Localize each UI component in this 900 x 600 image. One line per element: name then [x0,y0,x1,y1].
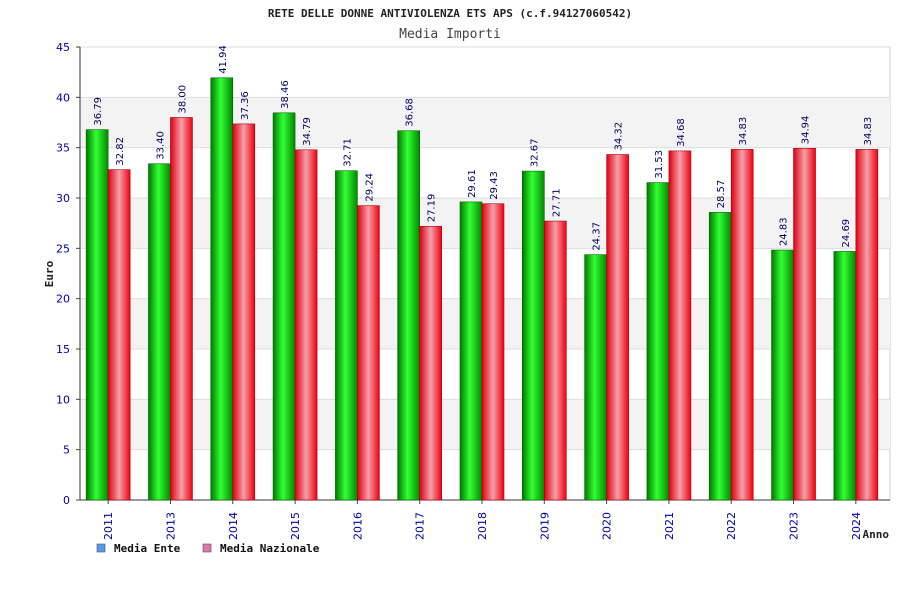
data-label-media-ente: 24.37 [592,222,603,251]
data-label-media-nazionale: 29.24 [364,173,375,202]
y-tick-label: 15 [56,343,70,356]
bar-media-nazionale [481,203,505,501]
x-tick-label: 2013 [164,512,177,540]
data-label-media-nazionale: 27.71 [551,188,562,217]
bar-media-nazionale [357,205,380,501]
x-axis-ticks: 2011 2013 2014 2015 2016 2017 2018 2019 2020 2021… [102,500,863,540]
data-label-media-nazionale: 34.94 [801,116,812,145]
legend-swatch-media-nazionale [202,543,212,553]
bar-media-nazionale [170,117,193,501]
bar-media-ente [459,201,483,501]
grid-band [80,97,890,148]
data-label-media-ente: 32.71 [342,138,353,167]
data-label-media-ente: 24.69 [841,219,852,248]
x-tick-label: 2022 [725,512,738,540]
x-tick-label: 2024 [850,512,863,540]
x-tick-label: 2021 [663,512,676,540]
data-label-media-ente: 36.79 [93,97,104,126]
y-axis-label: Euro [43,260,56,287]
data-label-media-ente: 31.53 [654,150,665,179]
y-tick-label: 45 [56,41,70,54]
data-label-media-nazionale: 34.68 [676,118,687,147]
bar-media-nazionale [232,123,256,501]
bar-media-ente [85,129,109,501]
bar-media-ente [272,112,296,501]
y-tick-label: 40 [56,91,70,104]
y-tick-label: 20 [56,293,70,306]
y-tick-label: 5 [63,444,70,457]
x-tick-label: 2023 [788,512,801,540]
data-label-media-nazionale: 34.32 [614,122,625,151]
data-labels: 36.79 32.82 33.40 38.00 41.94 37.36 38.46 34.79… [93,45,874,251]
y-tick-label: 30 [56,192,70,205]
y-tick-label: 10 [56,393,70,406]
data-label-media-ente: 41.94 [218,45,229,74]
bar-media-nazionale [294,149,318,501]
data-label-media-ente: 28.57 [716,180,727,209]
legend-swatch-media-ente [96,543,106,553]
bar-media-nazionale [668,150,692,501]
data-label-media-nazionale: 38.00 [177,85,188,114]
bar-media-nazionale [730,149,754,501]
bar-media-ente [522,170,545,501]
bar-media-nazionale [606,154,629,501]
data-label-media-ente: 38.46 [280,80,291,109]
data-label-media-nazionale: 34.83 [863,117,874,146]
x-tick-label: 2015 [289,512,302,540]
bar-media-ente [708,212,732,501]
x-tick-label: 2018 [476,512,489,540]
y-tick-label: 35 [56,142,70,155]
data-label-media-ente: 24.83 [779,217,790,246]
bar-media-ente [148,163,171,501]
data-label-media-nazionale: 32.82 [115,137,126,166]
x-tick-label: 2020 [601,512,614,540]
y-tick-label: 0 [63,494,70,507]
bar-media-nazionale [544,220,567,501]
bars [85,77,879,501]
bar-media-ente [833,251,857,501]
x-tick-label: 2016 [351,512,364,540]
data-label-media-nazionale: 34.83 [738,117,749,146]
bar-media-nazionale [793,147,816,501]
bar-media-nazionale [107,169,131,501]
x-axis-label: Anno [863,528,890,541]
x-tick-label: 2017 [414,512,427,540]
data-label-media-nazionale: 27.19 [427,194,438,223]
y-tick-label: 25 [56,242,70,255]
data-label-media-nazionale: 37.36 [240,91,251,120]
bar-media-ente [584,254,607,501]
bar-media-ente [646,182,670,501]
legend: Media Ente Media Nazionale [96,542,320,555]
bar-media-ente [397,130,420,501]
x-tick-label: 2014 [227,512,240,540]
bar-media-nazionale [855,149,879,501]
chart-subtitle: Media Importi [399,27,501,42]
bar-media-nazionale [419,225,442,501]
y-axis-ticks: 0 5 10 15 20 25 30 35 40 45 [56,41,80,507]
bar-media-ente [210,77,234,501]
data-label-media-nazionale: 29.43 [489,171,500,200]
legend-label-media-ente: Media Ente [114,542,181,555]
chart-title: RETE DELLE DONNE ANTIVIOLENZA ETS APS (c… [268,7,632,20]
data-label-media-ente: 29.61 [467,169,478,198]
bar-media-ente [335,170,358,501]
x-tick-label: 2011 [102,512,115,540]
legend-label-media-nazionale: Media Nazionale [220,542,320,555]
data-label-media-ente: 32.67 [529,138,540,167]
bar-media-ente [771,249,794,501]
data-label-media-nazionale: 34.79 [302,117,313,146]
data-label-media-ente: 33.40 [155,131,166,160]
data-label-media-ente: 36.68 [405,98,416,127]
x-tick-label: 2019 [538,512,551,540]
